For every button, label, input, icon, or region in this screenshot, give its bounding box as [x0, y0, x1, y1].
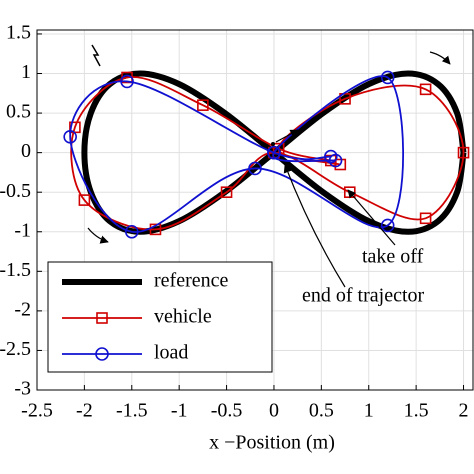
y-tick-label: 0.5: [6, 101, 31, 123]
marker: [96, 312, 108, 324]
marker: [380, 70, 395, 85]
legend-label: load: [154, 342, 188, 364]
marker: [328, 153, 343, 168]
y-tick-label: -2.5: [0, 338, 31, 360]
x-axis-label: x −Position (m): [209, 432, 335, 454]
legend-label: vehicle: [154, 306, 212, 328]
marker: [419, 83, 432, 96]
marker: [248, 161, 262, 176]
plot-area: [63, 70, 470, 239]
x-tick-label: -0.5: [211, 400, 243, 422]
x-tick-label: 0: [269, 400, 279, 422]
x-tick-label: -2: [76, 400, 93, 422]
line: [81, 70, 467, 235]
annotation-arrow: [347, 189, 396, 246]
marker: [220, 186, 233, 198]
annotation: take off: [362, 246, 424, 268]
marker: [95, 347, 109, 361]
x-tick-label: 0.5: [309, 400, 334, 422]
marker: [380, 218, 395, 233]
y-tick-label: -0.5: [0, 180, 31, 202]
marker: [124, 224, 139, 239]
y-tick-label: -3: [14, 378, 31, 400]
marker: [149, 223, 162, 236]
x-tick-label: -1.5: [116, 400, 148, 422]
x-tick-label: 1: [364, 400, 374, 422]
x-tick-label: 2: [459, 400, 469, 422]
marker: [120, 74, 134, 89]
direction-arrow: [429, 51, 451, 65]
y-tick-label: -1.5: [0, 259, 31, 281]
direction-arrow: [87, 227, 109, 244]
legend: reference vehicle load: [47, 261, 273, 373]
marker: [339, 93, 351, 105]
marker: [197, 99, 209, 111]
annotation-arrow: [283, 164, 346, 288]
marker: [78, 194, 91, 206]
y-tick-label: 0: [21, 140, 31, 162]
line: [69, 75, 404, 233]
dot: [271, 142, 275, 146]
x-tick-label: 1.5: [404, 400, 429, 422]
x-tick-label: -1: [171, 400, 188, 422]
y-tick-label: 1: [21, 61, 31, 83]
icon: [91, 44, 101, 67]
marker: [63, 130, 77, 144]
direction-arrow: [275, 129, 299, 143]
y-tick-label: -2: [14, 298, 31, 320]
marker: [457, 146, 470, 159]
marker: [324, 149, 338, 164]
axes-frame: [36, 29, 474, 391]
marker: [419, 212, 432, 225]
y-tick-label: -1: [14, 219, 31, 241]
annotation: end of trajector: [302, 285, 424, 307]
x-tick-label: -2.5: [21, 400, 53, 422]
y-tick-label: 1.5: [6, 22, 31, 44]
marker: [267, 145, 281, 160]
legend-label: reference: [154, 270, 228, 292]
